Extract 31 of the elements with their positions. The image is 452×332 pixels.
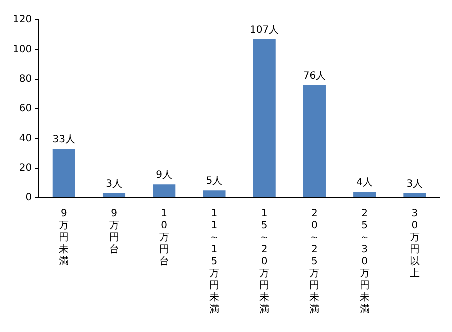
- y-tick-label: 0: [26, 192, 32, 204]
- data-label: 76人: [303, 70, 326, 82]
- x-tick-label: 10万円台: [159, 208, 170, 268]
- data-label: 5人: [206, 176, 223, 188]
- bar: [52, 149, 76, 198]
- bar: [102, 194, 126, 198]
- bar: [153, 184, 176, 198]
- y-tick-label: 40: [19, 133, 32, 144]
- y-tick-label: 120: [12, 14, 32, 26]
- bar: [354, 192, 376, 198]
- category-label: 15～20万円未満: [260, 208, 270, 316]
- data-label: 4人: [356, 178, 374, 189]
- data-label: 3人: [106, 179, 122, 190]
- bar: [404, 194, 426, 198]
- y-tick-label: 100: [12, 44, 32, 56]
- x-tick-label: 30万円以上: [410, 208, 420, 280]
- bar: [203, 190, 226, 198]
- data-label: 9人: [156, 170, 173, 182]
- y-tick-label: 80: [19, 74, 32, 85]
- y-tick-label: 60: [19, 104, 32, 115]
- category-label: 25～30万円未満: [360, 208, 370, 316]
- bar: [303, 85, 326, 198]
- y-tick-label: 20: [19, 162, 32, 174]
- category-label: 11～15万円未満: [209, 208, 220, 316]
- data-label: 3人: [406, 179, 424, 190]
- data-label: 107人: [250, 24, 280, 36]
- bar: [253, 39, 276, 198]
- x-tick-label: 9万円台: [109, 208, 120, 256]
- data-label: 33人: [52, 134, 76, 146]
- category-label: 20～25万円未満: [310, 208, 320, 316]
- x-tick-label: 9万円未満: [59, 208, 70, 268]
